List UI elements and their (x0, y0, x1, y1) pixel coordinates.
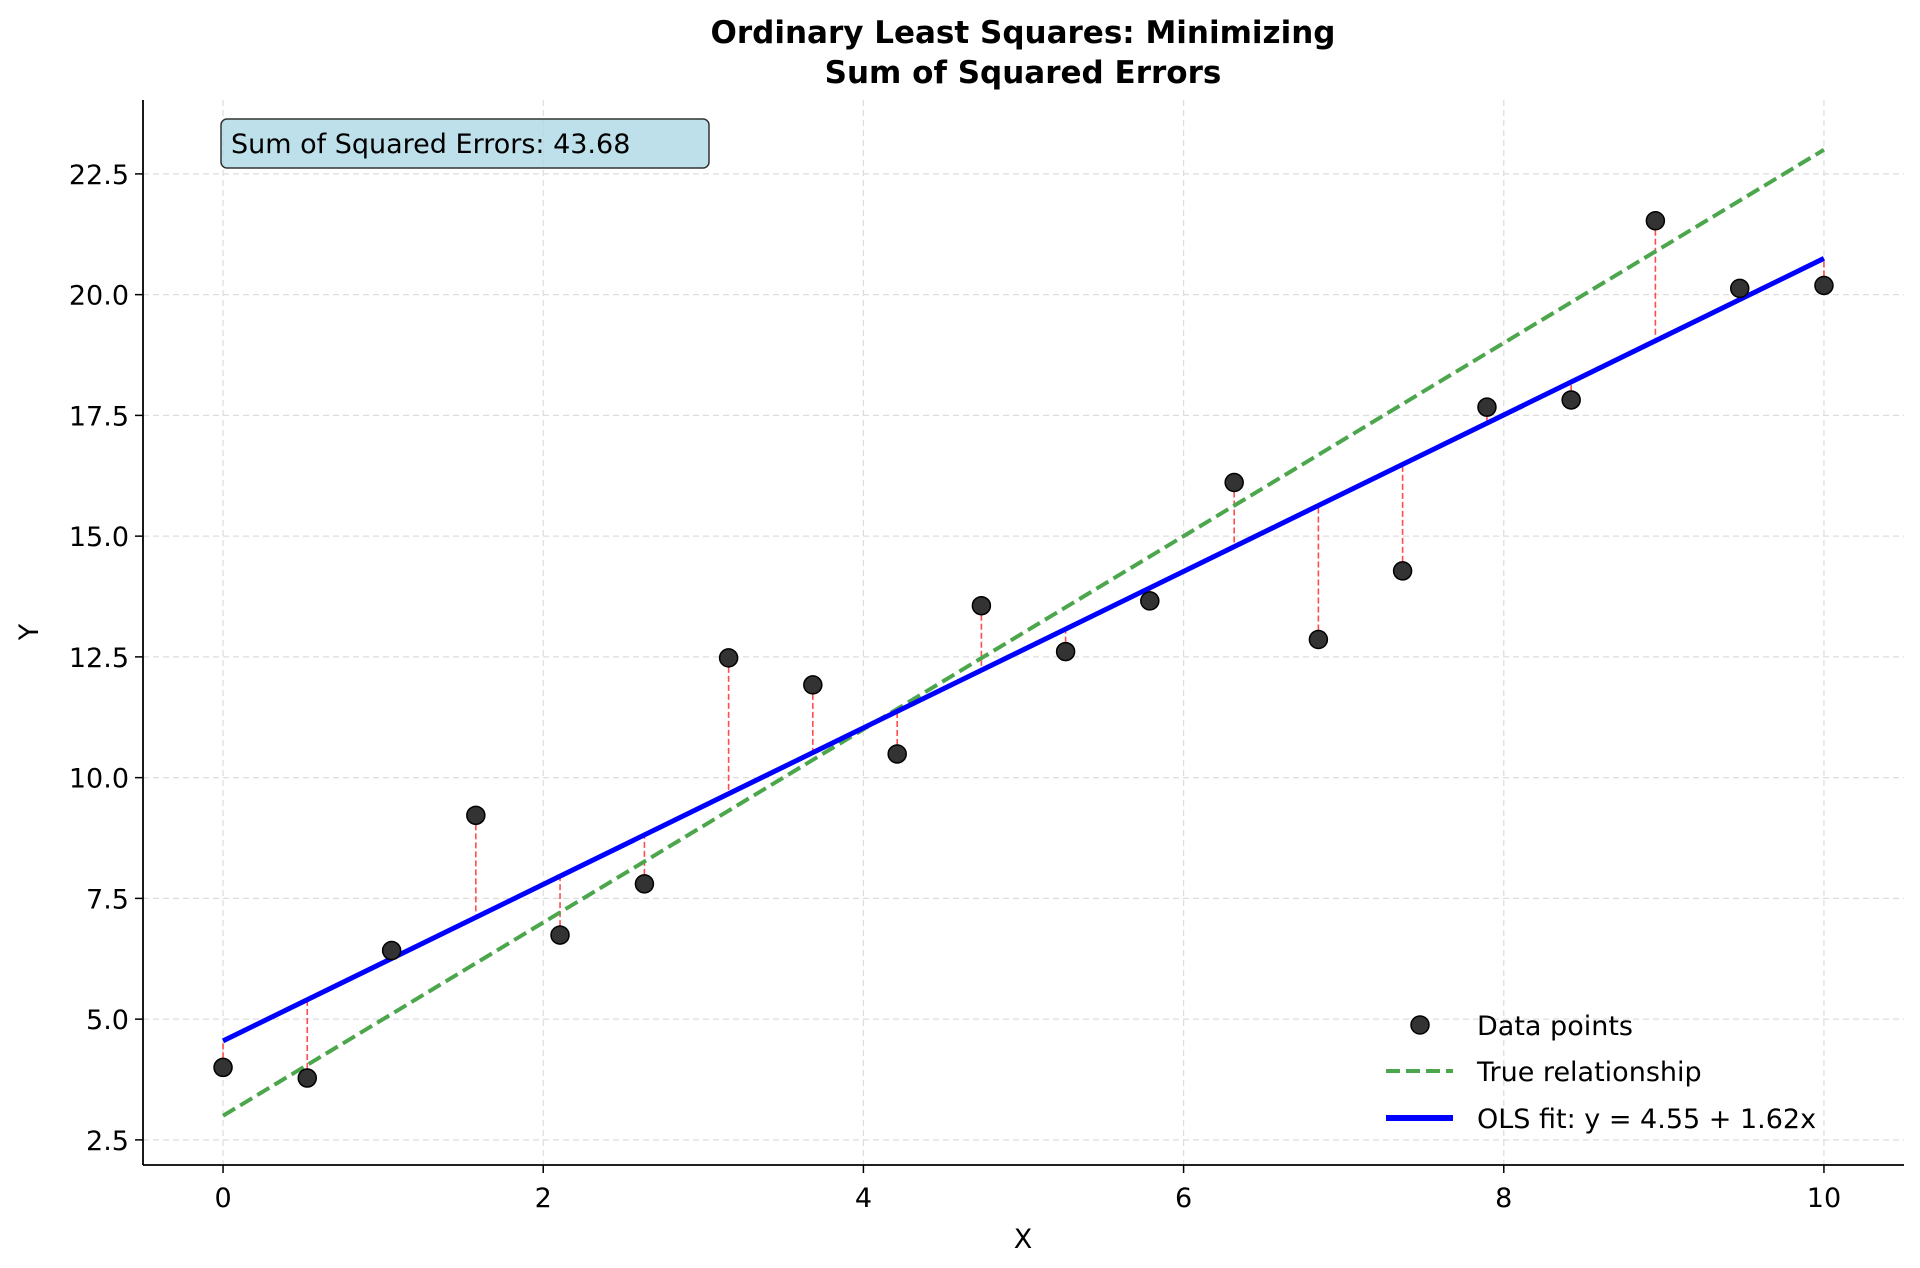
x-tick-label: 4 (855, 1183, 872, 1214)
legend-label-data-points: Data points (1477, 1011, 1633, 1042)
data-point (213, 1057, 233, 1078)
y-tick-label: 7.5 (86, 884, 129, 915)
sse-annotation-text: Sum of Squared Errors: 43.68 (231, 129, 630, 160)
data-point (1140, 591, 1160, 611)
legend-marker-data-points (1410, 1015, 1430, 1035)
x-tick-label: 8 (1495, 1183, 1512, 1214)
y-tick-label: 17.5 (69, 401, 129, 432)
legend-label-ols-fit: OLS fit: y = 4.55 + 1.62x (1477, 1104, 1816, 1135)
axes (142, 100, 1904, 1166)
residual-lines (222, 220, 1825, 1079)
x-tick-label: 6 (1175, 1183, 1192, 1214)
x-tick-label: 2 (535, 1183, 552, 1214)
data-point (887, 744, 907, 764)
data-point (718, 648, 739, 668)
ticks: 0 2 4 6 8 10 2.5 5.0 7.5 10.0 12.5 15.0 17.5 20.0 22.5 (69, 160, 1841, 1214)
ols-fit-line (221, 256, 1826, 1044)
legend: Data points True relationship OLS fit: y… (1386, 1011, 1816, 1135)
data-point (1645, 210, 1666, 231)
y-tick-label: 20.0 (69, 281, 129, 312)
x-axis-label: X (1014, 1224, 1033, 1255)
data-point (1224, 472, 1244, 493)
y-tick-label: 22.5 (69, 160, 129, 191)
data-point (1055, 641, 1076, 662)
y-tick-label: 15.0 (69, 522, 129, 553)
data-point (1814, 275, 1834, 296)
fit-lines (221, 148, 1826, 1118)
x-tick-label: 0 (214, 1183, 231, 1214)
data-point (1561, 390, 1581, 410)
grid (143, 100, 1904, 1165)
data-point (466, 805, 486, 826)
data-point (803, 675, 823, 695)
true-relationship-line (222, 148, 1825, 1118)
data-point (1308, 629, 1329, 650)
data-point (381, 940, 402, 961)
data-points (213, 210, 1834, 1088)
sse-annotation: Sum of Squared Errors: 43.68 (220, 118, 710, 169)
data-point (1392, 561, 1413, 581)
y-tick-label: 12.5 (69, 643, 129, 674)
y-tick-label: 2.5 (86, 1126, 129, 1157)
x-tick-label: 10 (1807, 1183, 1841, 1214)
y-tick-label: 5.0 (86, 1005, 129, 1036)
y-tick-label: 10.0 (69, 764, 129, 795)
data-point (634, 874, 655, 894)
chart-title-line-1: Ordinary Least Squares: Minimizing (711, 15, 1336, 51)
data-point (1477, 397, 1497, 417)
data-point (1729, 278, 1750, 299)
chart-title-line-2: Sum of Squared Errors (825, 55, 1222, 91)
data-point (971, 595, 992, 616)
y-axis-label: Y (14, 623, 45, 641)
data-point (297, 1068, 318, 1088)
legend-label-true-relationship: True relationship (1476, 1057, 1702, 1088)
data-point (550, 925, 570, 945)
